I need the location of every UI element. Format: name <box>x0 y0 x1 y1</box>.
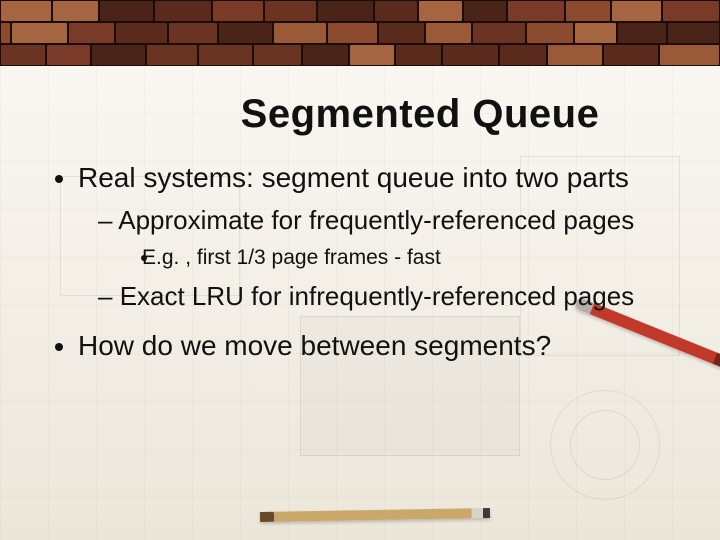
slide-content: Segmented Queue Real systems: segment qu… <box>0 66 720 540</box>
brick-row <box>0 0 720 22</box>
bullet-item: E.g. , first 1/3 page frames - fast <box>160 245 680 271</box>
bullet-text: Approximate for frequently-referenced pa… <box>118 205 634 235</box>
bullet-list-level3: E.g. , first 1/3 page frames - fast <box>160 245 680 271</box>
bullet-list-level1: Real systems: segment queue into two par… <box>78 161 680 363</box>
bullet-item: How do we move between segments? <box>78 323 680 363</box>
slide-title: Segmented Queue <box>160 92 680 137</box>
brick-row <box>0 22 720 44</box>
bullet-list-level2: Approximate for frequently-referenced pa… <box>98 205 680 313</box>
bullet-text: Real systems: segment queue into two par… <box>78 162 629 193</box>
bullet-text: How do we move between segments? <box>78 330 551 361</box>
brick-row <box>0 44 720 66</box>
bullet-text: E.g. , first 1/3 page frames - fast <box>142 246 441 269</box>
brick-header-band <box>0 0 720 66</box>
bullet-item: Exact LRU for infrequently-referenced pa… <box>98 281 680 313</box>
bullet-item: Real systems: segment queue into two par… <box>78 161 680 313</box>
bullet-text: Exact LRU for infrequently-referenced pa… <box>120 281 635 311</box>
bullet-item: Approximate for frequently-referenced pa… <box>98 205 680 271</box>
